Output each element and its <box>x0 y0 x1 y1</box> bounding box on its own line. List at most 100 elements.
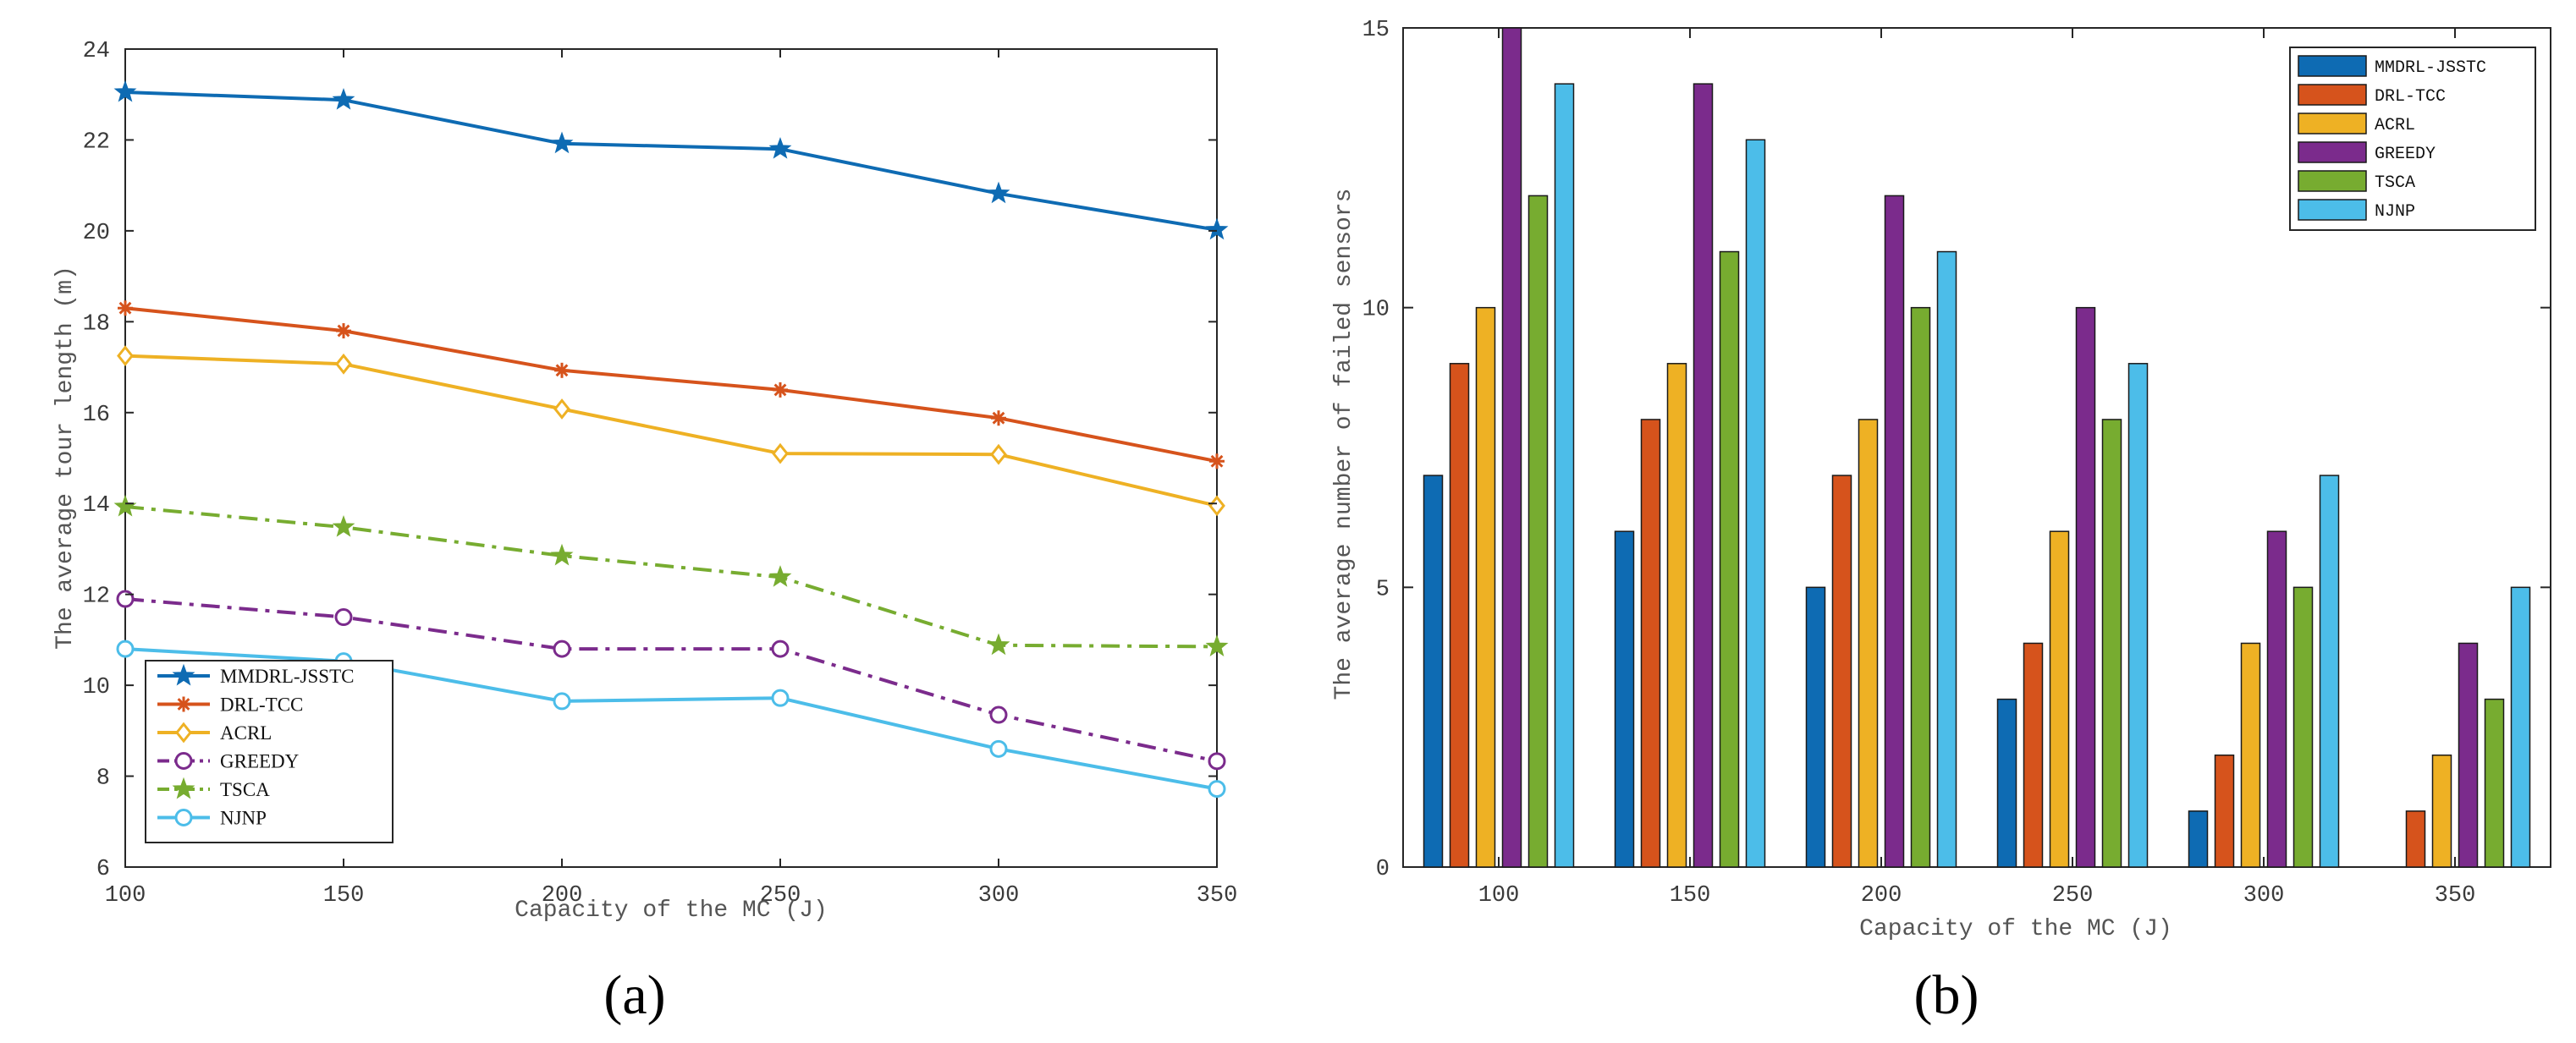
data-point-drl-tcc <box>554 362 570 378</box>
bar-mmdrl-jsstc <box>1996 698 2017 868</box>
legend-label-drl-tcc: DRL-TCC <box>2375 87 2446 107</box>
bar-njnp <box>2127 363 2149 868</box>
series-line-mmdrl-jsstc <box>124 91 1218 232</box>
panel-a-y-tick-label: 10 <box>83 675 110 700</box>
data-point-greedy <box>553 640 571 658</box>
bar-acrl <box>1475 306 1496 868</box>
legend-label-greedy: GREEDY <box>2375 145 2436 164</box>
data-point-tsca <box>550 543 574 566</box>
bar-tsca <box>1910 306 1931 868</box>
legend-swatch-mmdrl-jsstc <box>2298 55 2367 77</box>
panel-a-y-tick-label: 8 <box>96 766 110 792</box>
legend-marker-greedy <box>174 752 193 770</box>
series-line-greedy <box>124 597 1218 763</box>
data-point-mmdrl-jsstc <box>987 181 1010 204</box>
data-point-acrl <box>553 398 570 420</box>
legend-marker-acrl <box>175 722 192 744</box>
data-point-njnp <box>771 689 790 707</box>
bar-drl-tcc <box>1831 475 1852 868</box>
bar-njnp <box>1745 139 1766 868</box>
panel-a-legend: MMDRL-JSSTC DRL-TCC ACRL GREEDY TSCA NJNP <box>145 660 394 843</box>
bar-njnp <box>2319 475 2340 868</box>
data-point-drl-tcc <box>991 410 1006 426</box>
data-point-acrl <box>990 443 1007 465</box>
bar-greedy <box>2458 642 2479 868</box>
panel-a-y-tick-label: 14 <box>83 493 110 519</box>
bar-tsca <box>1719 250 1740 868</box>
bar-drl-tcc <box>2405 810 2426 868</box>
data-point-njnp <box>989 739 1008 758</box>
bar-drl-tcc <box>2023 642 2044 868</box>
bar-drl-tcc <box>2214 754 2235 868</box>
bar-greedy <box>1693 83 1714 868</box>
panel-a-y-axis-label: The average tour length (m) <box>52 266 79 650</box>
panel-b-label: (b) <box>1914 964 1979 1026</box>
bar-acrl <box>1858 419 1879 868</box>
panel-b-x-tick-label: 100 <box>1478 883 1520 909</box>
panel-a-y-tick-label: 20 <box>83 221 110 246</box>
bar-drl-tcc <box>1449 363 1470 868</box>
panel-a-label: (a) <box>603 964 665 1026</box>
data-point-tsca <box>987 633 1010 656</box>
data-point-greedy <box>771 640 790 658</box>
data-point-njnp <box>116 640 135 658</box>
panel-b-x-tick-label: 300 <box>2243 883 2285 909</box>
panel-a-line-chart: 100 150 200 250 300 350 6 8 10 12 14 16 18 20 22 24 Cap… <box>52 39 1237 1026</box>
panel-a-x-tick-label: 300 <box>978 883 1020 909</box>
legend-swatch-njnp <box>2298 199 2367 221</box>
panel-a-y-tick-label: 22 <box>83 129 110 155</box>
bar-acrl <box>2049 530 2070 868</box>
panel-a-x-tick-label: 250 <box>760 883 801 909</box>
data-point-mmdrl-jsstc <box>113 80 137 102</box>
legend-swatch-drl-tcc <box>2298 84 2367 106</box>
data-point-drl-tcc <box>1209 453 1225 469</box>
panel-a-y-tick-label: 24 <box>83 39 110 64</box>
legend-swatch-acrl <box>2298 113 2367 134</box>
panel-b-x-tick-label: 250 <box>2052 883 2094 909</box>
panel-a-x-axis-label: Capacity of the MC (J) <box>515 898 828 924</box>
legend-swatch-greedy <box>2298 141 2367 163</box>
data-point-mmdrl-jsstc <box>768 137 792 159</box>
data-point-njnp <box>553 692 571 711</box>
bar-mmdrl-jsstc <box>1614 530 1635 868</box>
bar-greedy <box>1501 27 1522 868</box>
bar-njnp <box>1554 83 1575 868</box>
data-point-drl-tcc <box>773 382 788 398</box>
legend-label-njnp: NJNP <box>2375 202 2415 222</box>
panel-b-x-axis-label: Capacity of the MC (J) <box>1859 916 2172 942</box>
panel-a-x-tick-label: 150 <box>323 883 365 909</box>
data-point-tsca <box>768 565 792 587</box>
panel-b-y-tick-label: 5 <box>1376 577 1390 602</box>
bar-acrl <box>2431 754 2452 868</box>
bar-mmdrl-jsstc <box>1805 586 1826 868</box>
bar-tsca <box>2293 586 2314 868</box>
data-point-mmdrl-jsstc <box>1205 217 1229 240</box>
data-point-greedy <box>334 608 353 627</box>
panel-b-y-axis-label: The average number of failed sensors <box>1331 189 1357 700</box>
panel-a-x-tick-label: 100 <box>105 883 146 909</box>
legend-marker-njnp <box>174 809 193 826</box>
panel-b-y-tick-label: 15 <box>1362 18 1390 43</box>
bar-njnp <box>1936 250 1957 868</box>
bar-acrl <box>2240 642 2261 868</box>
bar-tsca <box>2101 419 2122 868</box>
panel-a-x-tick-label: 200 <box>542 883 583 909</box>
data-point-njnp <box>1208 780 1226 799</box>
series-line-tsca <box>124 505 1218 649</box>
legend-label-drl-tcc: DRL-TCC <box>220 694 303 716</box>
legend-label-greedy: GREEDY <box>220 751 300 772</box>
legend-label-acrl: ACRL <box>2375 116 2415 135</box>
data-point-mmdrl-jsstc <box>550 131 574 154</box>
panel-b-x-tick-label: 350 <box>2435 883 2476 909</box>
panel-b-legend: MMDRL-JSSTC DRL-TCC ACRL GREEDY TSCA NJNP <box>2289 47 2536 231</box>
legend-marker-tsca <box>172 777 195 799</box>
panel-a-y-tick-label: 12 <box>83 585 110 610</box>
series-line-njnp <box>124 647 1218 791</box>
legend-swatch-tsca <box>2298 170 2367 192</box>
bar-mmdrl-jsstc <box>2188 810 2209 868</box>
data-point-acrl <box>117 345 134 367</box>
data-point-greedy <box>989 705 1008 724</box>
legend-marker-mmdrl-jsstc <box>172 663 195 686</box>
legend-label-njnp: NJNP <box>220 808 267 829</box>
